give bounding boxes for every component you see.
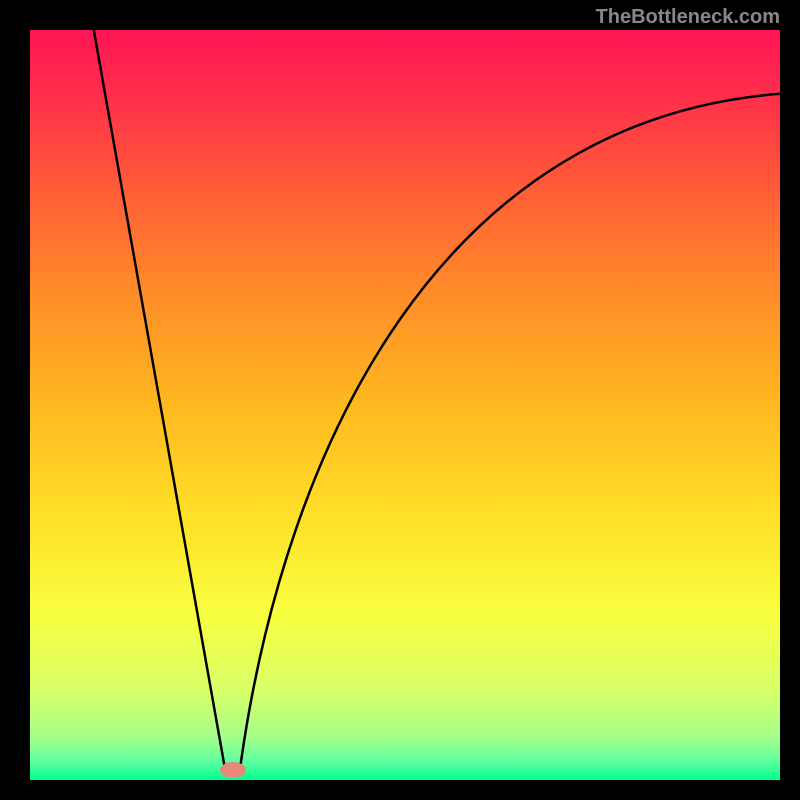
bottleneck-curve xyxy=(30,30,780,780)
minimum-marker xyxy=(220,762,246,778)
watermark-text: TheBottleneck.com xyxy=(596,6,780,29)
plot-area xyxy=(30,30,780,780)
